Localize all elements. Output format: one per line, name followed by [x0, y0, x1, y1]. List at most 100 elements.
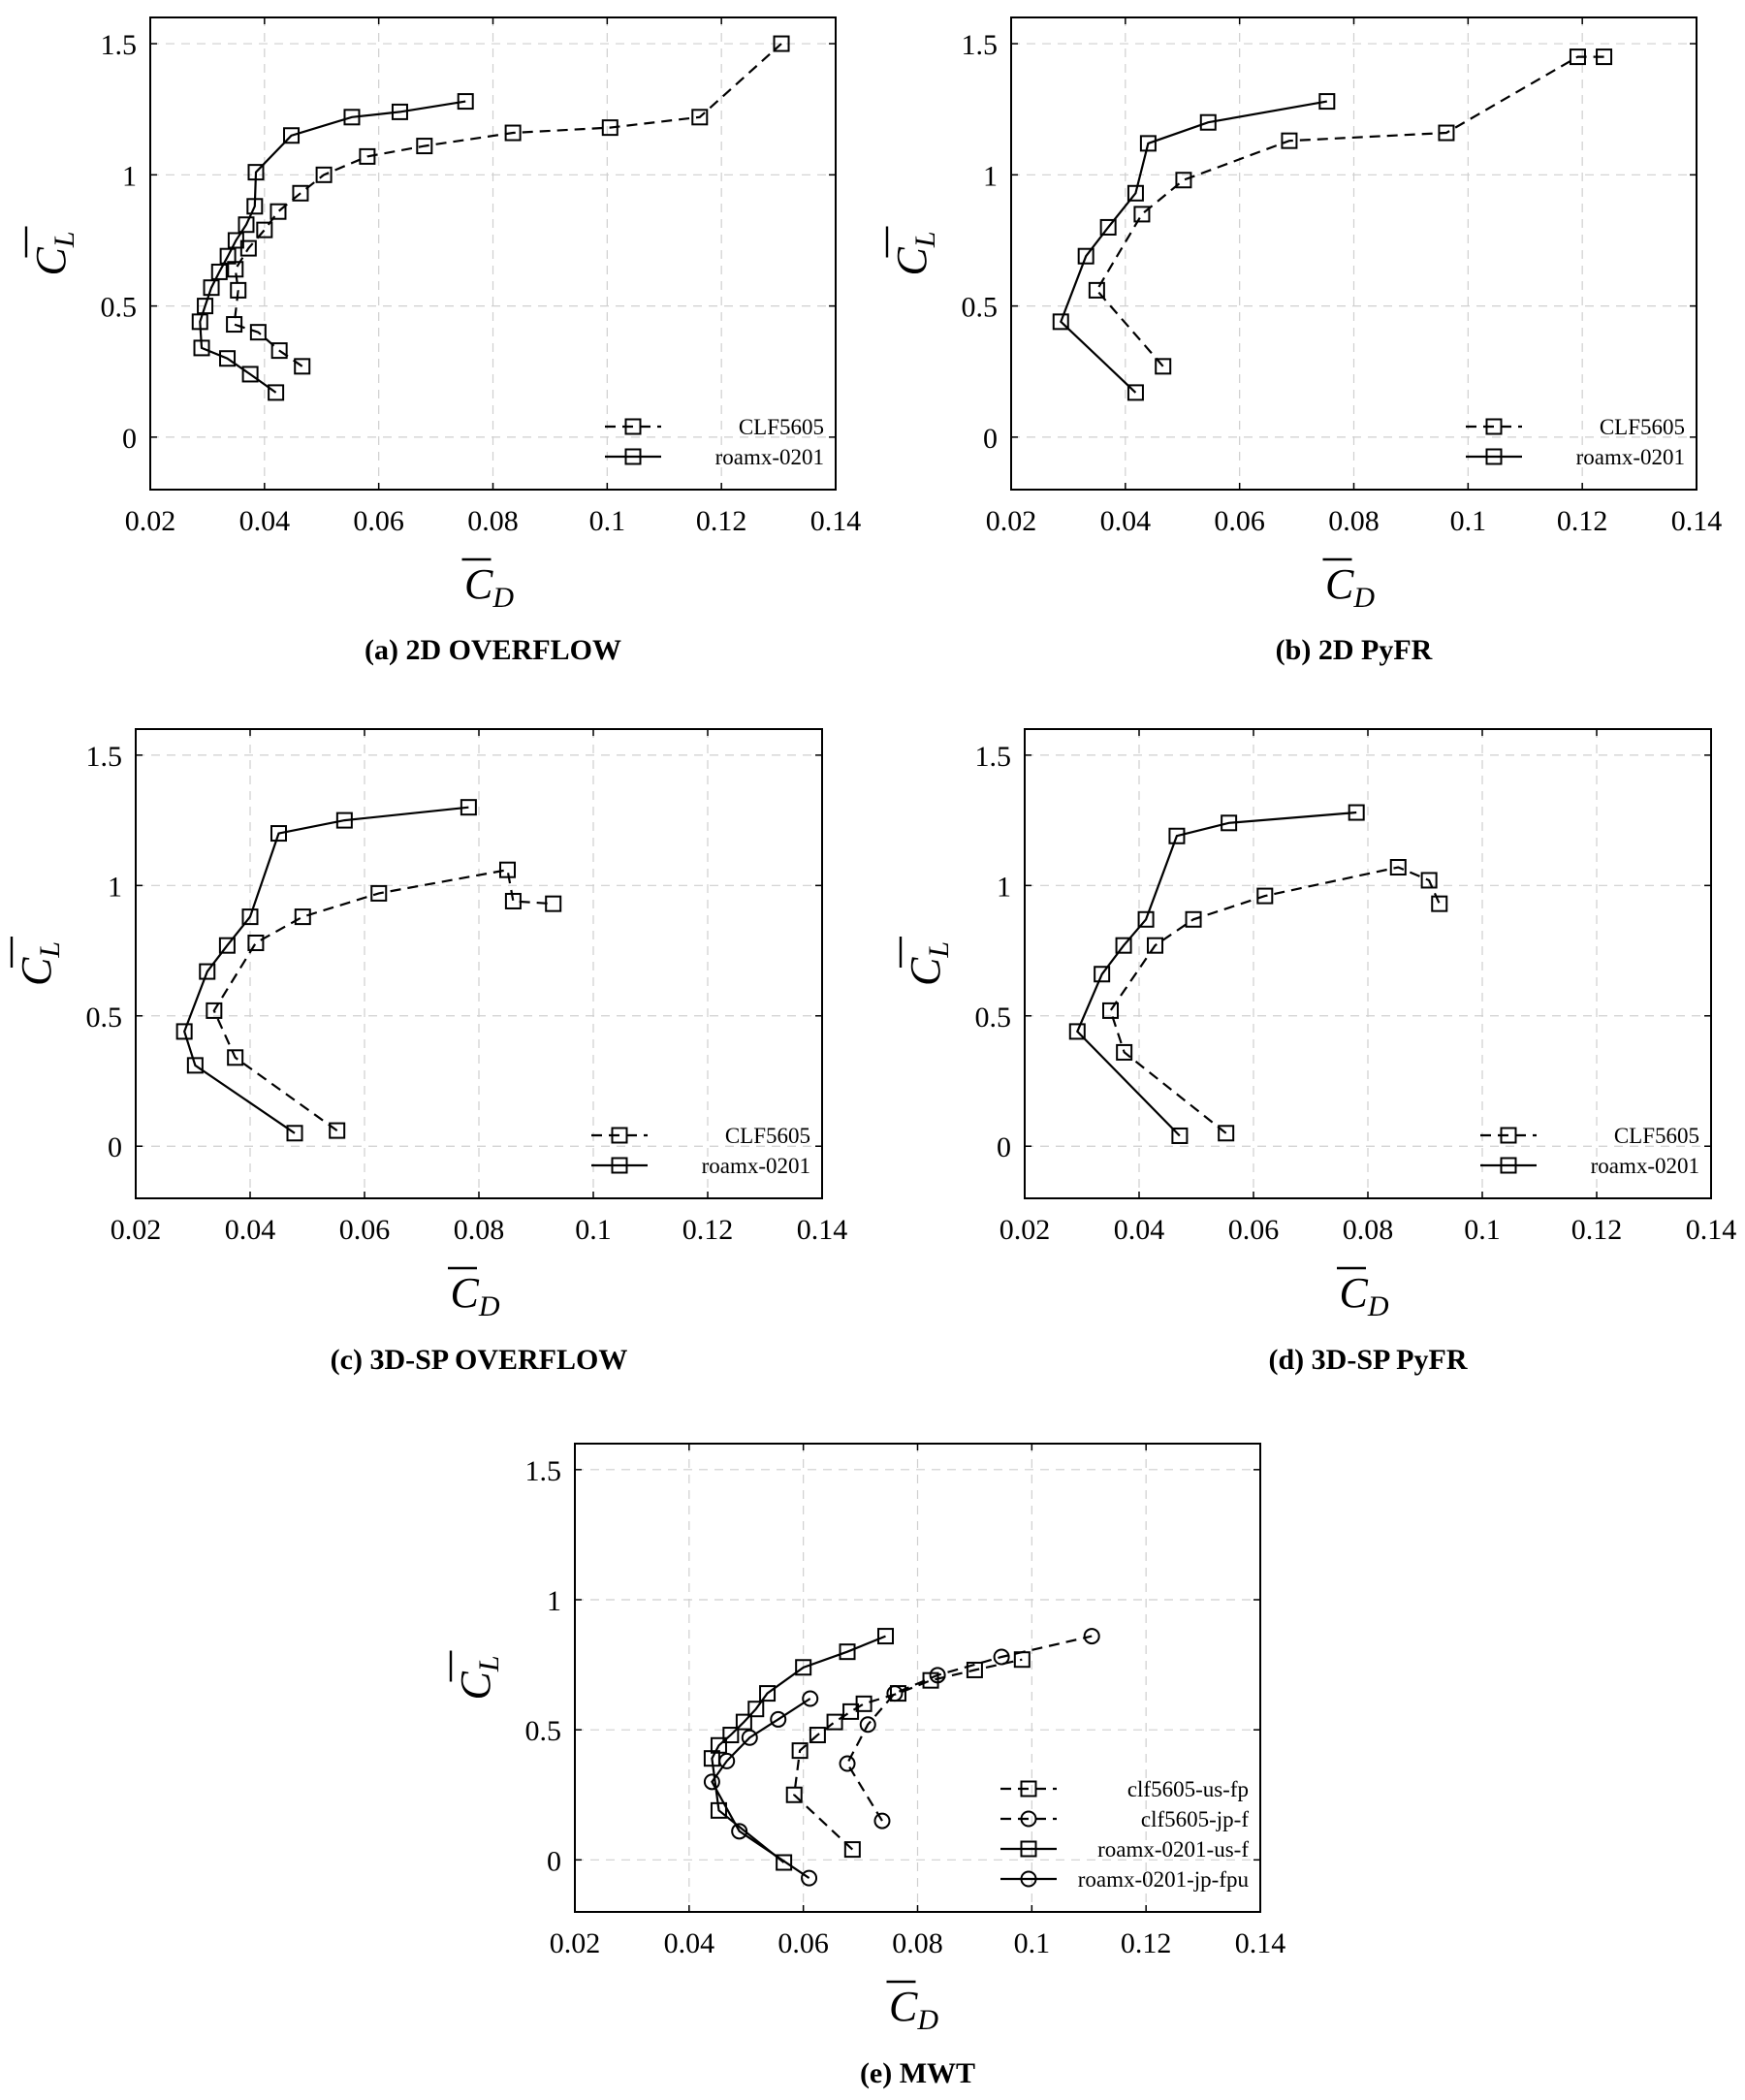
x-tick-label: 0.02	[125, 505, 176, 537]
data-point	[1088, 281, 1105, 299]
data-point	[929, 1667, 946, 1684]
data-point	[286, 1125, 303, 1142]
x-tick-label: 0.04	[664, 1927, 715, 1959]
x-tick-label: 0.1	[1450, 505, 1487, 537]
data-point	[270, 825, 287, 843]
series-line	[1109, 866, 1441, 1134]
y-tick-label: 1.5	[975, 741, 1012, 773]
y-tick-label: 0.5	[525, 1715, 562, 1747]
legend-swatch-marker	[1500, 1157, 1517, 1174]
y-tick-label: 1	[122, 160, 137, 192]
data-point	[219, 247, 237, 265]
y-tick-label: 1.5	[101, 29, 138, 61]
data-point	[175, 1023, 193, 1040]
data-point	[1155, 358, 1172, 375]
data-point	[391, 103, 408, 120]
series-roamx-0201	[175, 799, 477, 1142]
x-tick-label: 0.12	[1121, 1927, 1172, 1959]
data-point	[294, 358, 311, 375]
y-tick-label: 1.5	[962, 29, 999, 61]
legend-label: roamx-0201-jp-fpu	[1078, 1867, 1250, 1892]
data-point	[199, 963, 216, 980]
y-tick-label: 1.5	[86, 741, 123, 773]
data-point	[504, 892, 522, 909]
y-axis-label: CL	[888, 231, 941, 275]
data-point	[1094, 966, 1111, 983]
data-point	[1199, 113, 1217, 131]
data-point	[1133, 206, 1151, 223]
data-point	[227, 232, 244, 249]
data-point	[315, 166, 333, 183]
legend-swatch-marker	[1485, 418, 1503, 435]
x-axis-label: CD	[464, 560, 514, 614]
series-roamx-0201	[191, 93, 474, 401]
data-point	[206, 1002, 223, 1019]
panel-caption: (c) 3D-SP OVERFLOW	[331, 1344, 628, 1376]
data-point	[731, 1823, 748, 1840]
data-point	[203, 279, 220, 297]
data-point	[283, 127, 301, 144]
data-point	[226, 316, 243, 334]
y-tick-label: 0	[997, 1131, 1011, 1163]
series-roamx-0201-jp-fpu	[703, 1690, 819, 1887]
x-tick-label: 0.08	[1343, 1214, 1394, 1246]
data-point	[241, 366, 259, 383]
data-point	[1052, 313, 1069, 331]
data-point	[801, 1869, 818, 1887]
x-tick-label: 0.06	[339, 1214, 391, 1246]
data-point	[873, 1812, 891, 1830]
data-point	[886, 1685, 904, 1702]
data-point	[1420, 872, 1438, 889]
data-point	[270, 203, 287, 220]
data-point	[889, 1685, 906, 1702]
x-tick-label: 0.14	[1671, 505, 1723, 537]
data-point	[247, 164, 265, 181]
legend-swatch-marker	[624, 448, 642, 465]
x-axis-label: CD	[1325, 560, 1375, 614]
y-tick-label: 0.5	[101, 292, 138, 324]
legend-swatch-marker	[624, 418, 642, 435]
data-point	[776, 1854, 793, 1871]
y-tick-label: 1	[547, 1585, 561, 1617]
x-tick-label: 0.08	[892, 1927, 943, 1959]
chart-panel-3: 0.02 0.04 0.06 0.08 0.1 0.12 0.14 0 0.5 1 1.5 CD CL C…	[10, 728, 848, 1376]
data-point	[1115, 937, 1132, 954]
data-point	[747, 1701, 765, 1718]
data-point	[691, 109, 709, 126]
legend-label: roamx-0201	[1576, 445, 1685, 469]
x-tick-label: 0.02	[999, 1214, 1051, 1246]
data-point	[826, 1713, 843, 1731]
data-point	[370, 884, 388, 902]
legend: clf5605-us-fp clf5605-jp-f roamx-0201-us-f…	[1000, 1777, 1249, 1892]
data-point	[839, 1643, 856, 1661]
data-point	[877, 1628, 895, 1645]
data-point	[770, 1710, 787, 1728]
data-point	[545, 895, 562, 912]
data-point	[1099, 218, 1117, 236]
data-point	[1013, 1651, 1031, 1669]
legend-label: CLF5605	[725, 1124, 810, 1148]
data-point	[855, 1695, 872, 1712]
data-point	[722, 1727, 740, 1744]
series-line	[1060, 100, 1327, 394]
data-point	[1185, 910, 1202, 928]
legend-label: roamx-0201-us-f	[1097, 1837, 1249, 1861]
x-tick-label: 0.06	[1228, 1214, 1280, 1246]
y-tick-label: 0	[983, 423, 998, 455]
x-tick-label: 0.14	[797, 1214, 848, 1246]
x-tick-label: 0.1	[589, 505, 626, 537]
x-tick-label: 0.04	[225, 1214, 276, 1246]
data-point	[294, 908, 311, 926]
series-clf5605-jp-f	[839, 1628, 1100, 1830]
data-point	[359, 147, 376, 165]
data-point	[1318, 93, 1336, 111]
legend-swatch-marker	[1020, 1810, 1037, 1828]
legend-swatch-marker	[611, 1127, 628, 1144]
data-point	[1068, 1023, 1086, 1040]
x-axis-label: CD	[450, 1269, 499, 1322]
data-point	[741, 1729, 758, 1746]
data-point	[785, 1786, 803, 1803]
y-tick-label: 0	[547, 1845, 561, 1877]
legend-label: clf5605-jp-f	[1141, 1807, 1249, 1831]
